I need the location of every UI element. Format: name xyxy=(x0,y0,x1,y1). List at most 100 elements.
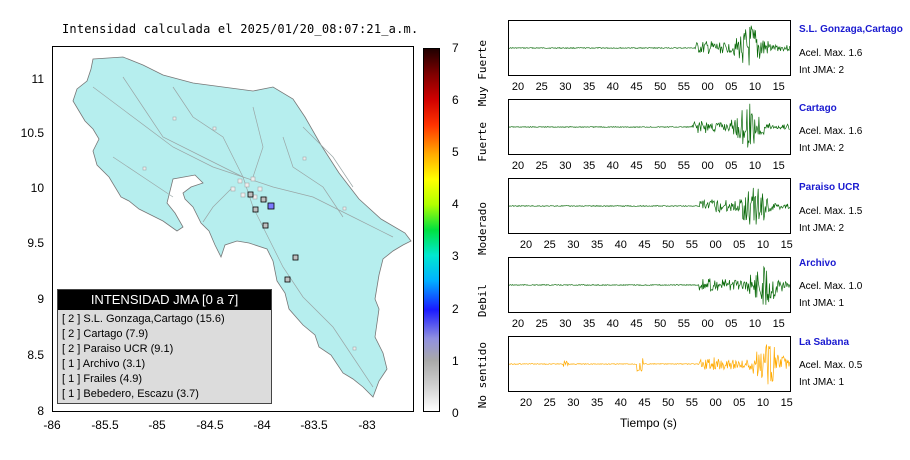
station-name: Archivo xyxy=(799,258,837,269)
station-jma: Int JMA: 1 xyxy=(799,377,845,388)
time-tick: 50 xyxy=(654,81,667,93)
time-tick: 50 xyxy=(662,239,675,251)
time-tick: 55 xyxy=(685,239,699,251)
time-tick: 10 xyxy=(756,239,770,251)
y-tick: 10 xyxy=(30,181,44,195)
time-tick: 35 xyxy=(582,318,596,330)
time-tick: 00 xyxy=(709,239,722,251)
station-jma: Int JMA: 2 xyxy=(799,223,845,234)
station-accel: Acel. Max. 0.5 xyxy=(799,360,863,371)
time-tick: 50 xyxy=(654,160,667,172)
time-tick: 00 xyxy=(701,81,714,93)
time-tick: 00 xyxy=(701,318,714,330)
station-jma: Int JMA: 2 xyxy=(799,65,845,76)
time-tick: 15 xyxy=(780,397,793,409)
y-tick: 11 xyxy=(31,72,44,86)
colorbar-label: Moderado xyxy=(476,202,489,255)
time-tick: 40 xyxy=(606,160,619,172)
y-tick: 10.5 xyxy=(20,126,44,140)
time-tick: 45 xyxy=(630,160,643,172)
time-tick: 05 xyxy=(733,239,746,251)
legend-item: [ 1 ] Bebedero, Escazu (3.7) xyxy=(62,388,199,400)
legend-list: [ 2 ] S.L. Gonzaga,Cartago (15.6) [ 2 ] … xyxy=(58,310,271,402)
time-tick: 15 xyxy=(772,318,785,330)
legend-item: [ 2 ] S.L. Gonzaga,Cartago (15.6) xyxy=(62,313,225,325)
x-tick: -84 xyxy=(253,418,271,432)
time-tick: 35 xyxy=(582,81,596,93)
time-tick: 20 xyxy=(519,397,533,409)
seismogram-panel xyxy=(508,257,791,313)
time-tick: 30 xyxy=(559,160,572,172)
station-accel: Acel. Max. 1.0 xyxy=(799,281,863,292)
time-tick: 20 xyxy=(519,239,533,251)
x-tick: -83 xyxy=(358,418,376,432)
time-axis-label: Tiempo (s) xyxy=(620,416,677,430)
time-tick: 35 xyxy=(582,160,596,172)
waveform xyxy=(508,103,790,148)
waveform xyxy=(508,187,791,225)
time-tick: 25 xyxy=(535,160,548,172)
y-tick: 9 xyxy=(37,292,44,306)
time-tick: 40 xyxy=(614,239,627,251)
station-name: La Sabana xyxy=(799,337,850,348)
time-tick: 40 xyxy=(606,81,619,93)
colorbar-label: Fuerte xyxy=(476,122,489,162)
y-tick: 9.5 xyxy=(27,236,44,250)
time-tick: 10 xyxy=(748,318,762,330)
map-title: Intensidad calculada el 2025/01/20_08:07… xyxy=(62,22,419,36)
time-tick: 45 xyxy=(638,239,651,251)
colorbar-tick: 4 xyxy=(452,197,459,211)
time-tick: 55 xyxy=(677,81,691,93)
station-name: Cartago xyxy=(799,103,837,114)
time-tick: 30 xyxy=(567,239,580,251)
legend-item: [ 1 ] Archivo (3.1) xyxy=(62,358,146,370)
waveform xyxy=(508,25,791,66)
time-tick: 50 xyxy=(654,318,667,330)
time-tick: 20 xyxy=(511,160,525,172)
station-name: S.L. Gonzaga,Cartago xyxy=(799,24,903,35)
legend-title: INTENSIDAD JMA [0 a 7] xyxy=(58,290,271,310)
time-tick: 00 xyxy=(701,160,714,172)
colorbar-label: No sentido xyxy=(476,342,489,409)
costa-rica-landmass xyxy=(72,56,412,398)
time-tick: 15 xyxy=(772,81,785,93)
time-tick: 25 xyxy=(535,318,548,330)
station-accel: Acel. Max. 1.6 xyxy=(799,48,863,59)
time-tick: 25 xyxy=(543,397,556,409)
time-tick: 05 xyxy=(725,81,738,93)
legend-item: [ 1 ] Frailes (4.9) xyxy=(62,373,143,385)
time-tick: 00 xyxy=(709,397,722,409)
waveform xyxy=(508,265,791,305)
station-jma: Int JMA: 2 xyxy=(799,143,845,154)
station-accel: Acel. Max. 1.5 xyxy=(799,206,863,217)
time-tick: 05 xyxy=(725,160,738,172)
time-tick: 20 xyxy=(511,318,525,330)
waveform-trace xyxy=(508,344,791,385)
colorbar-tick: 2 xyxy=(452,302,459,316)
waveform-trace xyxy=(508,265,791,305)
colorbar-tick: 1 xyxy=(452,354,459,368)
seismogram-panel xyxy=(508,99,791,155)
time-tick: 10 xyxy=(748,81,762,93)
colorbar-tick: 0 xyxy=(452,406,459,420)
time-tick: 30 xyxy=(559,318,572,330)
time-tick: 35 xyxy=(590,239,604,251)
costa-rica-map xyxy=(72,56,412,398)
time-tick: 20 xyxy=(511,81,525,93)
station-name: Paraiso UCR xyxy=(799,182,860,193)
time-tick: 50 xyxy=(662,397,675,409)
colorbar-tick: 7 xyxy=(452,41,459,55)
time-tick: 40 xyxy=(606,318,619,330)
time-tick: 25 xyxy=(535,81,548,93)
time-tick: 10 xyxy=(756,397,770,409)
seismogram-panel xyxy=(508,178,791,234)
time-tick: 55 xyxy=(677,160,691,172)
time-tick: 15 xyxy=(780,239,793,251)
time-tick: 45 xyxy=(638,397,651,409)
waveform-trace xyxy=(508,187,791,225)
x-tick: -85 xyxy=(148,418,166,432)
colorbar-label: Muy Fuerte xyxy=(476,40,489,107)
intensity-markers xyxy=(247,191,299,283)
intensity-legend: INTENSIDAD JMA [0 a 7] [ 2 ] S.L. Gonzag… xyxy=(57,289,272,404)
time-tick: 10 xyxy=(748,160,762,172)
